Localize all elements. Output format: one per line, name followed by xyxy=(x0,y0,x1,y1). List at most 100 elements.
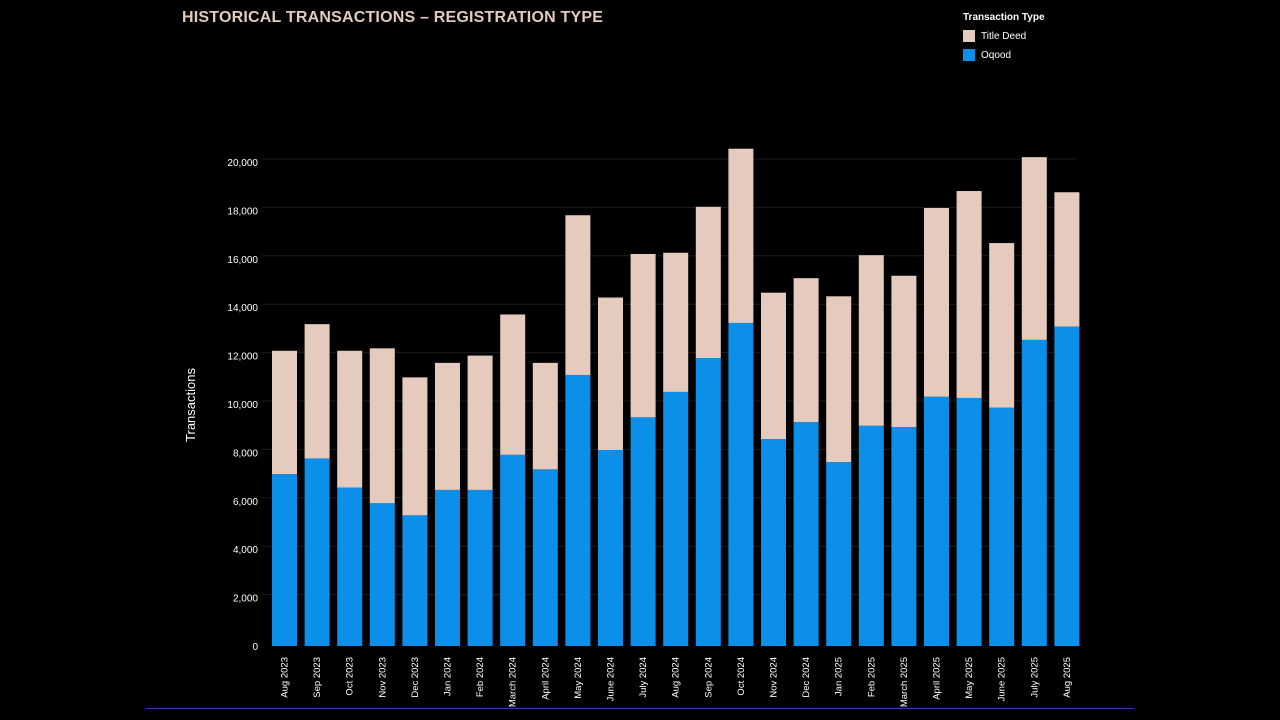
bar-oqood[interactable] xyxy=(467,489,493,646)
x-tick-label: Jan 2025 xyxy=(834,657,845,696)
legend-label-oqood: Oqood xyxy=(981,49,1012,61)
y-tick-label: 8,000 xyxy=(233,448,258,459)
legend: Transaction Type Title Deed Oqood xyxy=(963,12,1045,68)
x-tick-label: May 2025 xyxy=(964,657,975,699)
bar-title-deed[interactable] xyxy=(532,362,558,470)
bar-oqood[interactable] xyxy=(924,396,949,646)
bar-title-deed[interactable] xyxy=(891,275,917,427)
bar-title-deed[interactable] xyxy=(1021,157,1047,340)
legend-swatch-oqood xyxy=(963,49,975,61)
legend-label-title-deed: Title Deed xyxy=(981,30,1027,42)
bar-oqood[interactable] xyxy=(761,439,786,646)
y-tick-label: 2,000 xyxy=(233,594,258,605)
y-tick-label: 14,000 xyxy=(227,303,258,314)
bar-title-deed[interactable] xyxy=(402,377,428,516)
y-tick-label: 12,000 xyxy=(227,352,258,363)
x-tick-label: April 2025 xyxy=(932,657,943,700)
bar-title-deed[interactable] xyxy=(989,243,1015,408)
bar-title-deed[interactable] xyxy=(467,355,493,490)
x-tick-label: Nov 2023 xyxy=(377,657,388,698)
bar-oqood[interactable] xyxy=(630,417,656,646)
x-tick-label: Jan 2024 xyxy=(443,657,454,696)
x-tick-label: Dec 2023 xyxy=(410,657,421,698)
bar-oqood[interactable] xyxy=(891,426,917,646)
bar-oqood[interactable] xyxy=(435,489,460,646)
bar-oqood[interactable] xyxy=(272,474,297,646)
bar-title-deed[interactable] xyxy=(793,278,819,423)
bar-oqood[interactable] xyxy=(1054,326,1080,646)
x-tick-label: Feb 2024 xyxy=(475,657,486,697)
bar-title-deed[interactable] xyxy=(924,207,949,397)
x-tick-label: Dec 2024 xyxy=(801,657,812,698)
y-tick-label: 18,000 xyxy=(227,206,258,217)
bar-title-deed[interactable] xyxy=(500,314,526,455)
bar-oqood[interactable] xyxy=(728,322,754,646)
x-tick-label: Aug 2025 xyxy=(1062,657,1073,698)
bar-title-deed[interactable] xyxy=(695,206,721,359)
bar-oqood[interactable] xyxy=(369,503,395,646)
x-tick-label: Sep 2024 xyxy=(703,657,714,698)
bar-title-deed[interactable] xyxy=(858,255,884,426)
bar-oqood[interactable] xyxy=(337,487,363,646)
legend-title: Transaction Type xyxy=(963,12,1045,23)
x-tick-label: Oct 2024 xyxy=(736,657,747,696)
legend-item-oqood[interactable]: Oqood xyxy=(963,49,1045,61)
chart-title: HISTORICAL TRANSACTIONS – REGISTRATION T… xyxy=(182,9,604,26)
bar-oqood[interactable] xyxy=(858,425,884,646)
y-tick-label: 0 xyxy=(252,642,258,653)
bar-oqood[interactable] xyxy=(598,449,623,646)
bars xyxy=(272,148,1080,646)
x-tick-label: March 2025 xyxy=(899,657,910,707)
x-tick-label: July 2025 xyxy=(1029,657,1040,698)
bar-title-deed[interactable] xyxy=(728,148,754,323)
x-tick-label: March 2024 xyxy=(508,657,519,707)
bar-title-deed[interactable] xyxy=(435,362,460,490)
y-tick-label: 4,000 xyxy=(233,545,258,556)
y-axis-ticks: 0 2,000 4,000 6,000 8,000 10,000 12,000 14,000 1… xyxy=(227,158,258,653)
bar-title-deed[interactable] xyxy=(761,292,786,440)
y-tick-label: 6,000 xyxy=(233,497,258,508)
x-tick-label: Nov 2024 xyxy=(769,657,780,698)
bar-title-deed[interactable] xyxy=(272,350,297,475)
bar-oqood[interactable] xyxy=(532,469,558,646)
x-tick-label: Oct 2023 xyxy=(345,657,356,696)
x-tick-label: June 2024 xyxy=(606,657,617,701)
bar-oqood[interactable] xyxy=(304,458,330,646)
x-tick-label: June 2025 xyxy=(997,657,1008,701)
y-tick-label: 16,000 xyxy=(227,255,258,266)
bar-title-deed[interactable] xyxy=(369,348,395,504)
bar-title-deed[interactable] xyxy=(565,215,591,375)
x-axis-ticks: Aug 2023 Sep 2023 Oct 2023 Nov 2023 Dec 2023… xyxy=(280,657,1073,707)
bar-title-deed[interactable] xyxy=(630,253,656,418)
bar-title-deed[interactable] xyxy=(337,350,363,488)
bar-title-deed[interactable] xyxy=(598,297,623,450)
legend-item-title-deed[interactable]: Title Deed xyxy=(963,30,1045,42)
bar-oqood[interactable] xyxy=(956,397,982,646)
bar-oqood[interactable] xyxy=(793,422,819,646)
bar-oqood[interactable] xyxy=(663,391,689,646)
x-tick-label: Feb 2025 xyxy=(866,657,877,697)
x-tick-label: May 2024 xyxy=(573,657,584,699)
bar-oqood[interactable] xyxy=(826,462,852,646)
bar-oqood[interactable] xyxy=(402,515,428,646)
x-tick-label: Aug 2024 xyxy=(671,657,682,698)
x-tick-label: Aug 2023 xyxy=(280,657,291,698)
bar-oqood[interactable] xyxy=(695,358,721,646)
bar-title-deed[interactable] xyxy=(304,324,330,459)
y-tick-label: 20,000 xyxy=(227,158,258,169)
bottom-divider xyxy=(146,708,1134,709)
bar-oqood[interactable] xyxy=(500,454,526,646)
bar-title-deed[interactable] xyxy=(663,252,689,392)
bar-oqood[interactable] xyxy=(565,374,591,646)
bar-title-deed[interactable] xyxy=(956,191,982,398)
bar-title-deed[interactable] xyxy=(1054,192,1080,327)
x-tick-label: April 2024 xyxy=(540,657,551,700)
bar-oqood[interactable] xyxy=(1021,339,1047,646)
bar-title-deed[interactable] xyxy=(826,296,852,463)
legend-swatch-title-deed xyxy=(963,30,975,42)
y-tick-label: 10,000 xyxy=(227,400,258,411)
bar-oqood[interactable] xyxy=(989,407,1015,646)
x-tick-label: July 2024 xyxy=(638,657,649,698)
y-axis-label: Transactions xyxy=(183,368,198,442)
